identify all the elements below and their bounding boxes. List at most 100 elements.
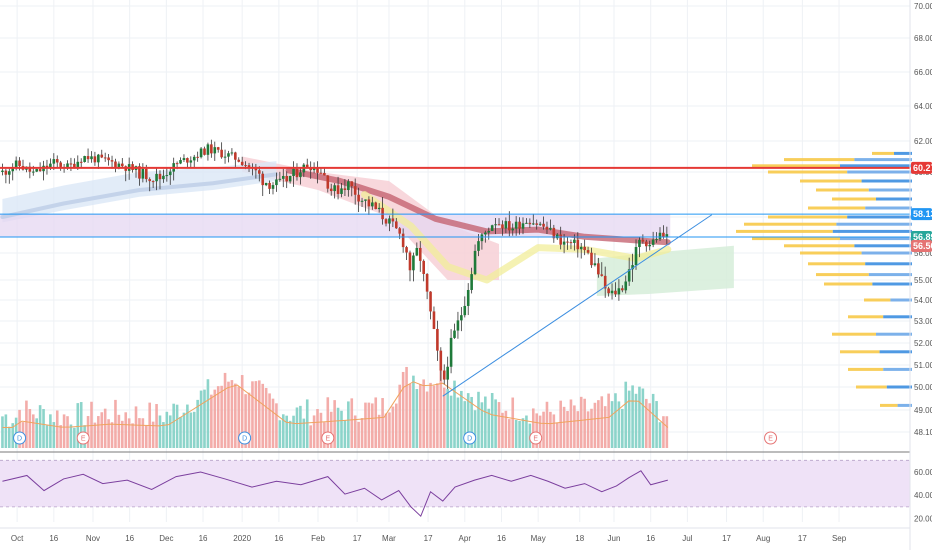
price-badge-label: 56.50 [913, 241, 932, 251]
time-tick-label: 18 [575, 534, 584, 543]
candle-body [627, 269, 631, 282]
candle-body [110, 160, 114, 162]
candle-body [258, 170, 261, 174]
event-marker[interactable] [529, 431, 543, 445]
candle-body [73, 163, 76, 168]
candle-body [55, 159, 59, 163]
volume-bar [651, 393, 655, 448]
candle-body [473, 250, 477, 275]
volume-bar [55, 410, 59, 448]
volume-bar [398, 384, 402, 448]
candle-body [521, 223, 525, 229]
candle-body [138, 166, 141, 179]
candle-body [175, 163, 179, 165]
candle-body [336, 185, 340, 194]
candle-body [439, 350, 443, 371]
profile-bar-down [872, 282, 912, 286]
candle-body [487, 230, 491, 233]
event-marker[interactable] [764, 431, 778, 445]
volume-bar [655, 401, 658, 448]
volume-bar [49, 414, 52, 448]
volume-bar [634, 393, 638, 448]
volume-bar [377, 414, 381, 448]
candle-body [186, 158, 189, 163]
event-marker[interactable] [238, 431, 252, 445]
candle-body [559, 234, 562, 245]
volume-bar [316, 409, 319, 448]
event-marker-label: D [467, 436, 472, 443]
volume-bar [360, 418, 364, 448]
volume-bar [278, 420, 282, 448]
price-tick-label: 62.00 [914, 137, 932, 146]
candle-body [484, 232, 487, 235]
trendline[interactable] [442, 214, 713, 397]
volume-bar [189, 412, 193, 448]
profile-bar-down [854, 244, 912, 248]
profile-bar-up [808, 206, 866, 210]
candle-body [398, 228, 402, 234]
volume-bar [86, 416, 90, 448]
price-badge-label: 60.27 [913, 163, 932, 173]
candle-body [220, 149, 223, 158]
candle-body [288, 175, 292, 182]
volume-bar [627, 390, 631, 448]
candle-body [624, 281, 628, 291]
candle-body [549, 227, 552, 230]
candle-body [490, 225, 494, 231]
candle-body [436, 328, 439, 351]
time-tick-label: 16 [274, 534, 283, 543]
volume-bar [449, 395, 453, 448]
volume-bar [117, 414, 121, 448]
candle-body [412, 255, 415, 271]
volume-bar [100, 412, 104, 448]
profile-bar-down [840, 237, 912, 241]
trendline-line[interactable] [442, 214, 713, 397]
candle-body [631, 265, 634, 270]
candle-body [244, 165, 247, 167]
candle-body [66, 163, 69, 169]
volume-bar [319, 412, 323, 448]
event-marker[interactable] [463, 431, 477, 445]
volume-bar [555, 422, 559, 448]
volume-bar [213, 389, 217, 448]
volume-bar [586, 411, 590, 448]
time-tick-label: Jul [682, 534, 692, 543]
candle-body [538, 223, 542, 225]
candle-body [343, 188, 347, 191]
profile-bar-down [883, 315, 912, 319]
candle-body [230, 152, 234, 154]
volume-bar [299, 405, 302, 448]
candle-body [192, 156, 196, 161]
price-tick-label: 52.00 [914, 339, 932, 348]
volume-bar [621, 408, 624, 448]
candle-body [634, 247, 638, 266]
profile-bar-down [894, 151, 912, 155]
event-marker[interactable] [321, 431, 335, 445]
horizontal-levels[interactable] [0, 166, 910, 238]
volume-bar [312, 415, 316, 448]
volume-bar [168, 415, 172, 448]
volume-bar [227, 381, 230, 448]
volume-bar [405, 366, 408, 448]
price-tick-label: 64.00 [914, 102, 932, 111]
candle-body [35, 169, 38, 172]
volume-bar [607, 393, 610, 448]
candle-body [573, 239, 576, 243]
candle-body [353, 186, 357, 195]
volume-bar [617, 401, 621, 448]
event-marker[interactable] [13, 431, 27, 445]
candle-body [261, 173, 265, 186]
time-tick-label: Sep [832, 534, 847, 543]
volume-bar [186, 404, 189, 448]
volume-bar [631, 385, 634, 448]
time-axis[interactable]: Oct 16 Nov 16 Dec 16 2020 16 Feb 17 Mar 17 Apr 16 May 1… [0, 527, 910, 543]
candle-body [285, 175, 288, 182]
price-axis[interactable]: 70.0068.0066.0064.0062.0060.0058.0056.00… [909, 0, 932, 550]
profile-bar-down [879, 350, 912, 354]
event-marker[interactable] [76, 431, 90, 445]
time-tick-label: 16 [497, 534, 506, 543]
candle-body [525, 222, 528, 224]
candle-body [360, 200, 364, 202]
